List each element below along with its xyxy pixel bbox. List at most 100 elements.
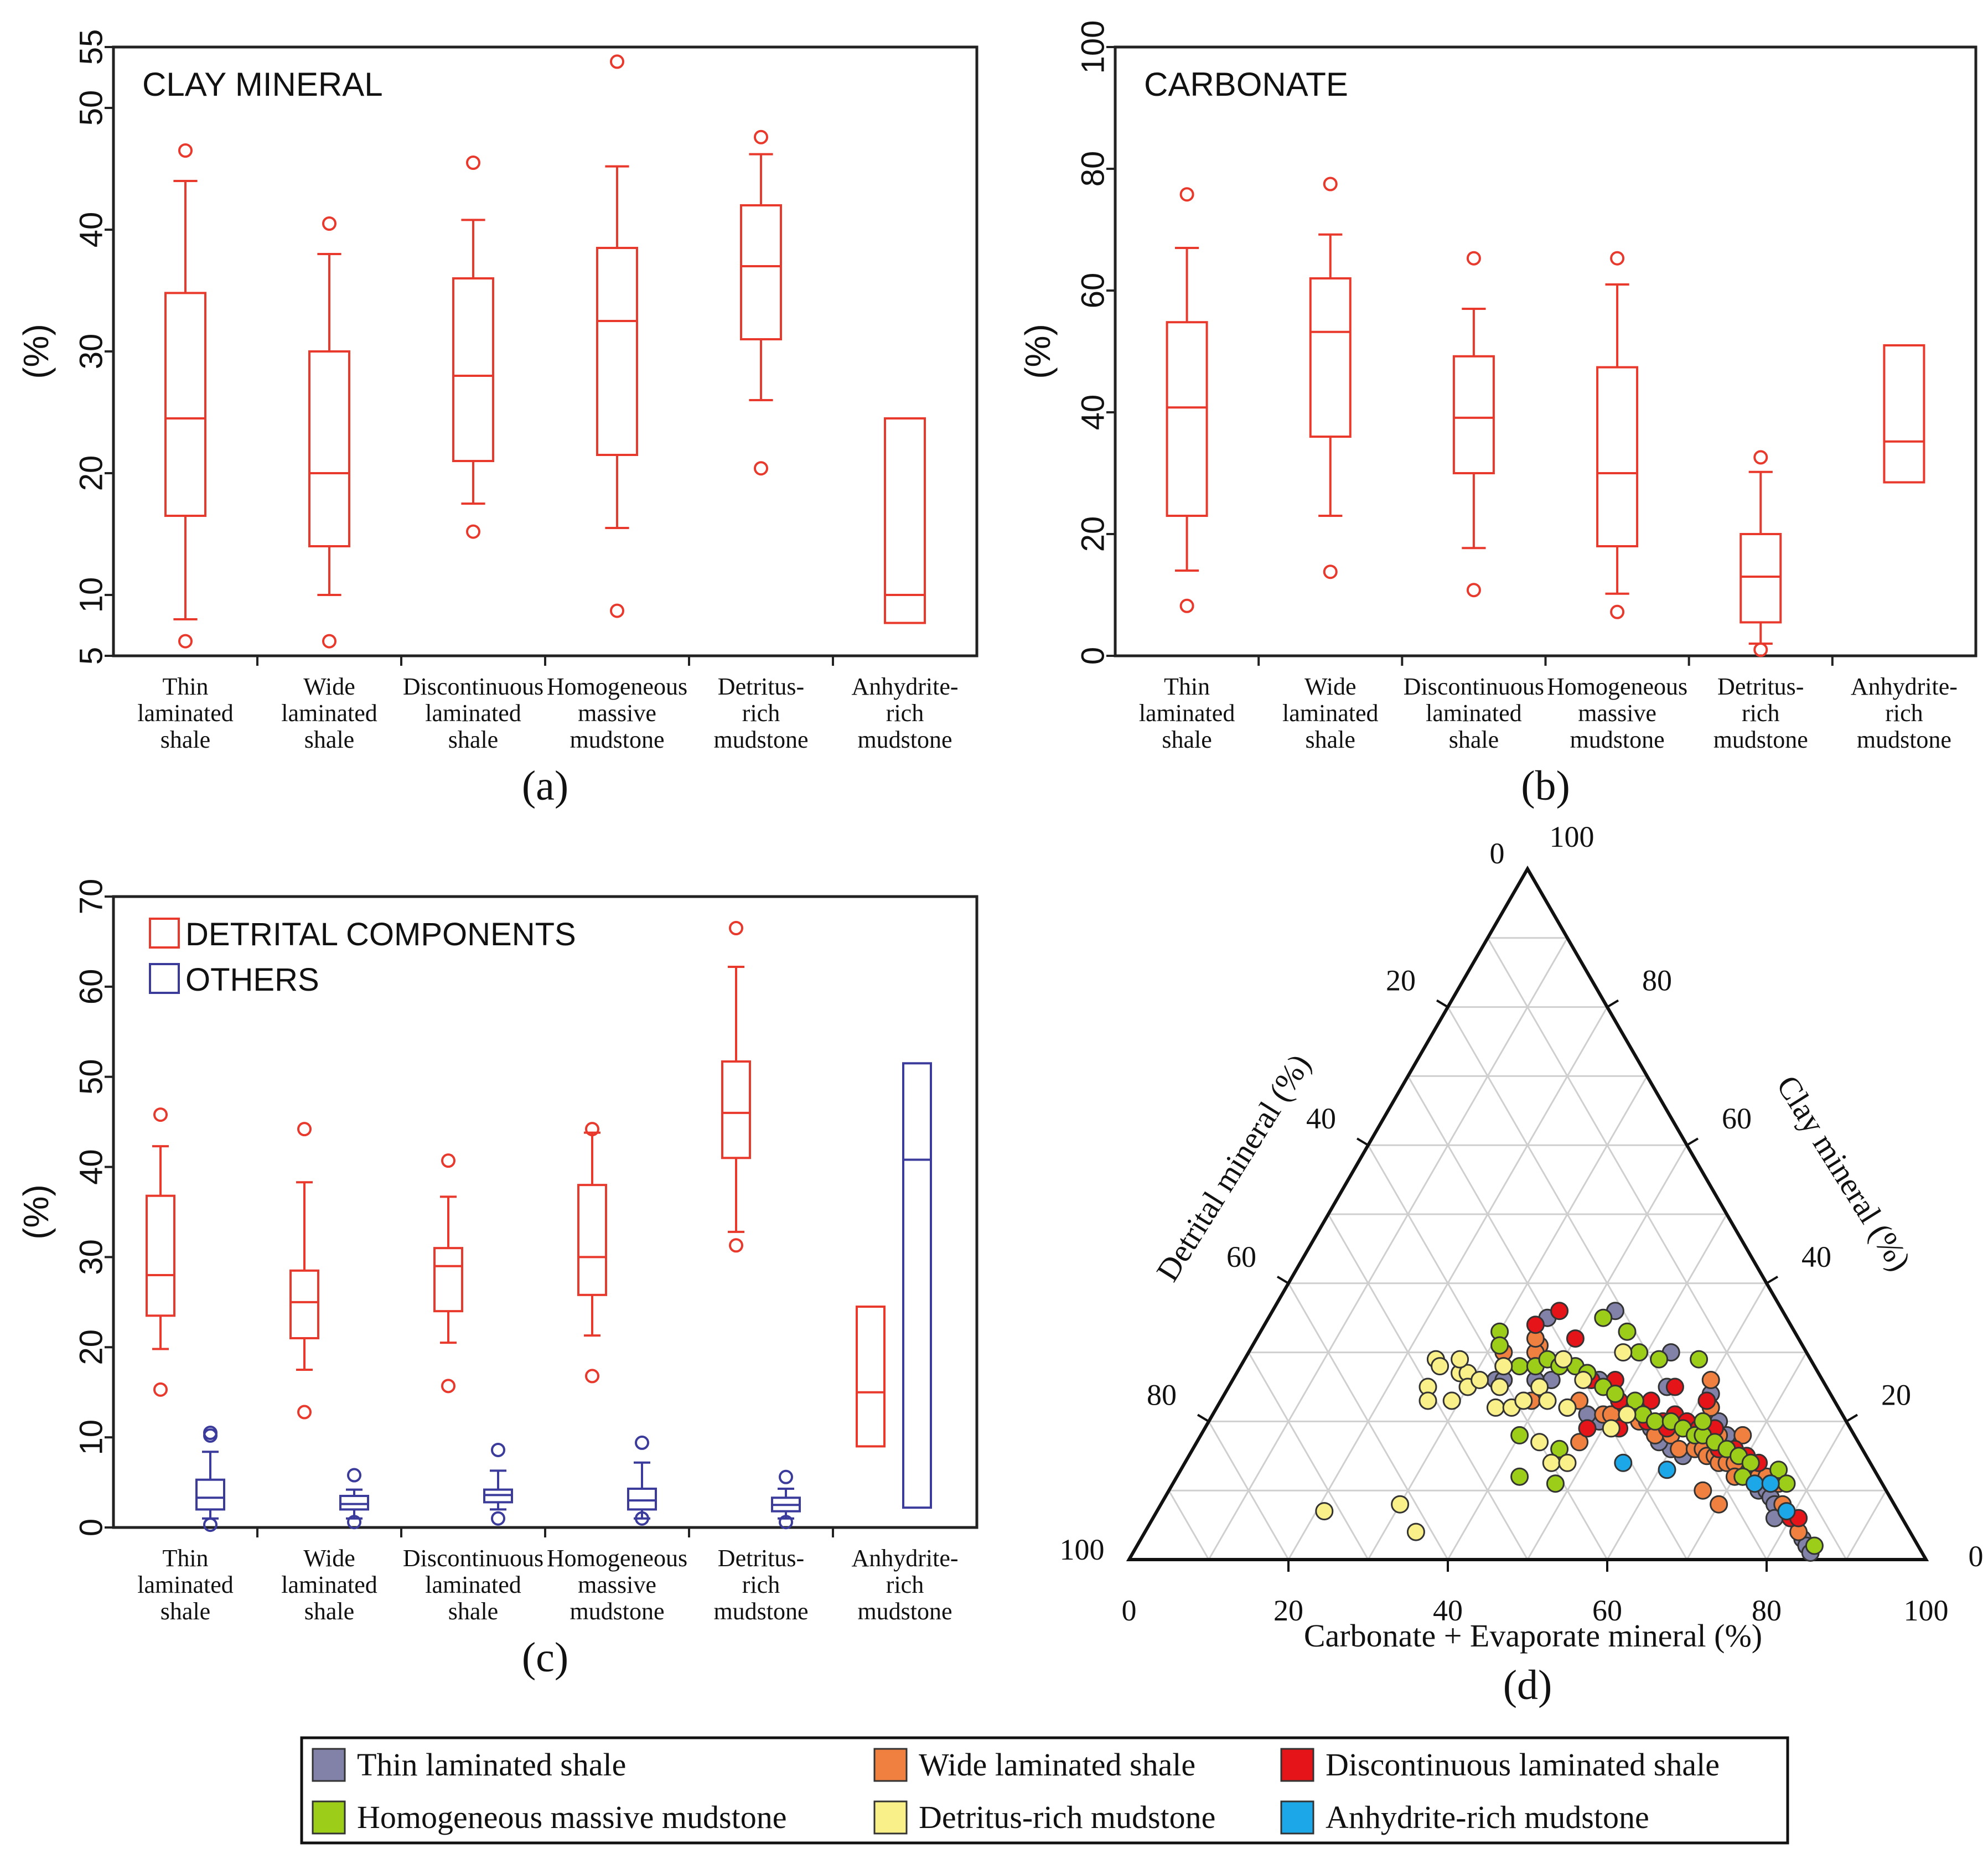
box-1 <box>146 1107 175 1397</box>
outlier-point <box>466 524 480 539</box>
data-point <box>1625 1391 1644 1410</box>
box-iqr <box>902 1062 932 1509</box>
grid-line <box>1367 1075 1648 1560</box>
outlier-point <box>610 54 624 69</box>
data-point <box>1566 1329 1585 1348</box>
legend-swatch <box>873 1800 908 1835</box>
box-iqr <box>1166 321 1208 517</box>
data-point <box>1514 1391 1533 1410</box>
category-label: rich <box>742 1571 780 1598</box>
box-2 <box>308 216 350 649</box>
category-label: massive <box>578 700 656 727</box>
data-point <box>1618 1322 1637 1341</box>
bottom-tick-label: 80 <box>1752 1594 1782 1627</box>
category-label: Detritus- <box>718 673 804 700</box>
panel-b-carbonate-boxplot: 020406080100(%)ThinlaminatedshaleWidelam… <box>1018 20 1977 809</box>
box-1 <box>1166 187 1208 613</box>
outlier-point <box>491 1511 505 1526</box>
data-point <box>1510 1357 1529 1376</box>
box-iqr <box>856 1306 886 1448</box>
category-label: Detritus- <box>718 1545 804 1572</box>
box-4 <box>627 1435 657 1526</box>
category-label: mudstone <box>1713 726 1808 753</box>
right-tick <box>1606 999 1619 1008</box>
data-point <box>1710 1495 1728 1514</box>
left-tick-label: 60 <box>1226 1240 1256 1273</box>
grid-line <box>1845 1490 1887 1560</box>
outlier-point <box>1753 450 1768 465</box>
box-iqr <box>308 350 350 547</box>
category-label: Detritus- <box>1717 673 1804 700</box>
ternary-outline <box>1126 865 1929 1561</box>
data-point <box>1486 1398 1505 1417</box>
right-tick-label: 20 <box>1881 1378 1911 1411</box>
category-label: Anhydrite- <box>851 673 958 700</box>
box-3 <box>433 1153 463 1394</box>
category-label: shale <box>304 1598 354 1625</box>
bottom-tick-label: 0 <box>1122 1594 1137 1627</box>
category-label: laminated <box>137 1571 234 1598</box>
category-label: shale <box>448 726 498 753</box>
grid-line <box>1168 1490 1210 1560</box>
data-point <box>1670 1439 1689 1458</box>
data-point <box>1694 1412 1712 1431</box>
ternary-legend: Thin laminated shale Wide laminated shale… <box>300 1736 1789 1845</box>
outlier-point <box>1610 251 1625 266</box>
right-tick-label: 40 <box>1801 1240 1831 1273</box>
outlier-point <box>178 634 193 649</box>
legend-swatch <box>149 963 180 994</box>
outlier-point <box>635 1435 649 1450</box>
data-point <box>1745 1474 1764 1493</box>
legend-swatch <box>1280 1800 1314 1835</box>
category-label: mudstone <box>857 726 952 753</box>
outlier-point <box>466 156 480 170</box>
box-iqr <box>146 1194 175 1317</box>
legend-frame <box>300 1736 1789 1845</box>
category-label: Thin <box>162 673 208 700</box>
data-point <box>1558 1453 1577 1472</box>
category-label: rich <box>1885 700 1923 727</box>
grid-line <box>1766 1421 1847 1560</box>
outlier-point <box>754 461 768 476</box>
category-label: Anhydrite- <box>1851 673 1958 700</box>
y-axis-label: (%) <box>16 1184 56 1240</box>
box-2 <box>1309 177 1352 579</box>
outlier-point <box>347 1468 361 1483</box>
outlier-point <box>635 1511 649 1526</box>
outlier-point <box>1466 251 1481 266</box>
box-1 <box>195 1426 225 1532</box>
category-label: Homogeneous <box>547 1545 687 1572</box>
outlier-point <box>297 1122 312 1137</box>
data-point <box>1606 1385 1624 1403</box>
box-iqr <box>195 1478 225 1511</box>
data-point <box>1391 1495 1410 1514</box>
box-iqr <box>596 247 638 456</box>
category-label: laminated <box>1139 700 1235 727</box>
box-iqr <box>164 292 206 517</box>
category-label: rich <box>742 700 780 727</box>
category-label: mudstone <box>1857 726 1951 753</box>
category-label: shale <box>161 726 210 753</box>
y-tick-label: 30 <box>74 1239 110 1275</box>
left-tick <box>1436 999 1449 1008</box>
category-label: Wide <box>1304 673 1357 700</box>
category-label: Wide <box>303 673 355 700</box>
grid-line <box>1287 1283 1449 1560</box>
panel-label: (d) <box>1503 1662 1552 1708</box>
box-iqr <box>339 1495 369 1511</box>
y-tick-label: 100 <box>1075 20 1111 74</box>
data-point <box>1602 1419 1621 1438</box>
category-label: shale <box>1449 726 1499 753</box>
legend-swatch <box>312 1800 346 1835</box>
panel-label: (b) <box>1521 763 1570 809</box>
data-point <box>1558 1398 1577 1417</box>
outlier-point <box>322 216 336 231</box>
outlier-point <box>203 1518 218 1532</box>
y-tick-label: 0 <box>1075 647 1111 665</box>
series-homo <box>1490 1308 1824 1555</box>
data-point <box>1490 1377 1509 1396</box>
box-4 <box>1596 251 1639 619</box>
category-label: mudstone <box>1570 726 1665 753</box>
data-point <box>1769 1461 1788 1479</box>
y-tick-label: 55 <box>74 29 110 65</box>
